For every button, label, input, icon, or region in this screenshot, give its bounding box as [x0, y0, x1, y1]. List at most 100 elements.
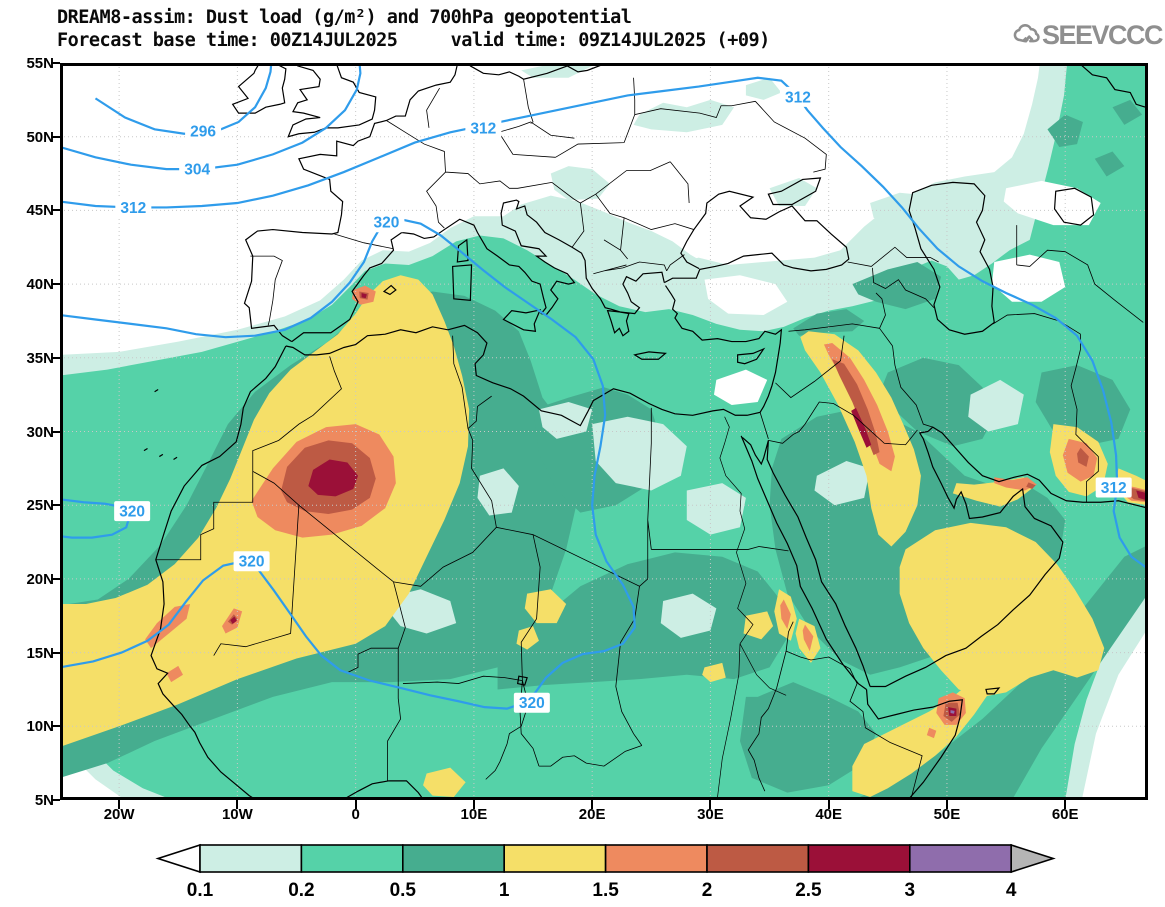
contour-label: 312 [1101, 480, 1127, 497]
dust-fill-2 [832, 359, 880, 456]
dust-dip-pocket [660, 593, 717, 638]
contour-312 [60, 78, 1148, 569]
colorbar-segment [401, 844, 505, 873]
lat-axis-label: 45N [26, 202, 54, 220]
colorbar-segment [199, 844, 303, 873]
dust-fill-0.5 [1094, 151, 1125, 177]
lat-axis-label: 15N [26, 644, 54, 662]
lat-tick [51, 577, 60, 580]
lat-tick [51, 356, 60, 359]
colorbar-label: 4 [1006, 880, 1017, 901]
dust-fill-1.5 [926, 727, 937, 739]
dust-fill-3 [950, 710, 955, 714]
dust-fill-0.1 [633, 99, 735, 133]
lat-tick [51, 209, 60, 212]
lon-tick [591, 800, 594, 809]
colorbar-segment [706, 844, 810, 873]
contour-label: 312 [470, 120, 496, 137]
dust-fill-1.5 [780, 599, 791, 630]
contour-label: 304 [184, 162, 210, 179]
lon-tick [709, 800, 712, 809]
lon-tick [236, 800, 239, 809]
contour-label-chip [185, 120, 222, 141]
map-frame [60, 63, 1148, 800]
colorbar-label: 3 [905, 880, 916, 901]
colorbar-label: 2 [702, 880, 713, 901]
coastlines [144, 63, 1148, 800]
lat-axis-label: 5N [34, 792, 54, 809]
colorbar-segment [807, 844, 911, 873]
lat-tick [51, 62, 60, 64]
contour-label-chip [368, 212, 405, 233]
lat-tick [51, 504, 60, 507]
lon-tick [472, 800, 475, 809]
seevccc-logo: SEEVCCC [1012, 13, 1164, 57]
lat-axis-label: 35N [26, 349, 54, 367]
lon-axis-label: 50E [933, 806, 961, 823]
contour-label-chip [233, 551, 270, 572]
lon-tick [827, 800, 830, 809]
contour-304 [60, 63, 360, 169]
lon-tick [118, 800, 121, 809]
dust-fill-1 [743, 611, 774, 640]
country-borders [156, 78, 1143, 800]
dust-dip-pocket [968, 379, 1024, 432]
dust-fill-0.1 [550, 166, 610, 201]
dust-fill-0.5 [1112, 99, 1143, 125]
lon-axis-label: 10E [460, 806, 488, 823]
colorbar-overflow-arrow [1010, 843, 1056, 874]
logo-text: SEEVCCC [1041, 19, 1164, 50]
lat-axis-label: 25N [26, 497, 54, 515]
contour-320 [60, 219, 635, 708]
lat-tick [51, 283, 60, 286]
lat-axis-label: 50N [26, 128, 54, 146]
lat-tick [51, 135, 60, 138]
contour-label: 312 [120, 200, 146, 217]
dust-clear-pocket [1003, 180, 1101, 226]
colorbar-label: 0.2 [288, 880, 314, 901]
contour-label: 320 [239, 554, 265, 571]
contour-label-chip [1095, 477, 1132, 498]
dust-fill-0.1 [870, 192, 930, 229]
contour-label: 320 [119, 504, 145, 521]
dust-fill-2 [1077, 447, 1089, 467]
contour-296 [95, 63, 271, 134]
contour-label: 296 [190, 123, 216, 140]
dust-clear-pocket [713, 369, 768, 405]
colorbar-segment [300, 844, 404, 873]
colorbar-label: 1.5 [592, 880, 619, 901]
lat-tick [51, 725, 60, 728]
colorbar-segments [155, 843, 1056, 874]
lon-axis-label: 40E [815, 806, 843, 823]
dust-dip-pocket [686, 483, 746, 535]
dust-dip-pocket [388, 589, 457, 634]
colorbar-label: 2.5 [795, 880, 822, 901]
dust-fill-1 [852, 662, 1001, 798]
contour-label-chip [179, 159, 216, 180]
page-subtitle: Forecast base time: 00Z14JUL2025 valid t… [57, 30, 770, 51]
colorbar-label: 0.5 [390, 880, 417, 901]
dust-fill-2.5 [361, 292, 367, 299]
cloud-icon [1013, 24, 1040, 43]
lon-axis-label: 0 [351, 806, 360, 823]
lon-tick [354, 800, 357, 809]
dust-dip-pocket [477, 468, 519, 516]
dust-dip-pocket [592, 416, 687, 491]
lon-tick [1064, 800, 1067, 809]
lon-axis-label: 10W [221, 806, 253, 823]
lat-tick [51, 430, 60, 433]
dust-fill-0.1 [769, 177, 817, 206]
colorbar-label: 0.1 [187, 880, 214, 901]
lat-axis-label: 30N [26, 423, 54, 441]
contour-label-chip [115, 197, 152, 218]
lat-axis-label: 10N [26, 718, 54, 736]
lon-tick [945, 800, 948, 809]
geopotential-contours [60, 63, 1148, 709]
lat-axis-label: 40N [26, 276, 54, 294]
lon-axis-label: 60E [1051, 806, 1079, 823]
contour-label: 312 [785, 89, 811, 106]
contour-labels: 296 304 312 312 312 312 320 320 320 320 [114, 86, 1132, 713]
dust-clear-pocket [991, 254, 1066, 302]
contour-label-chip [779, 86, 816, 107]
